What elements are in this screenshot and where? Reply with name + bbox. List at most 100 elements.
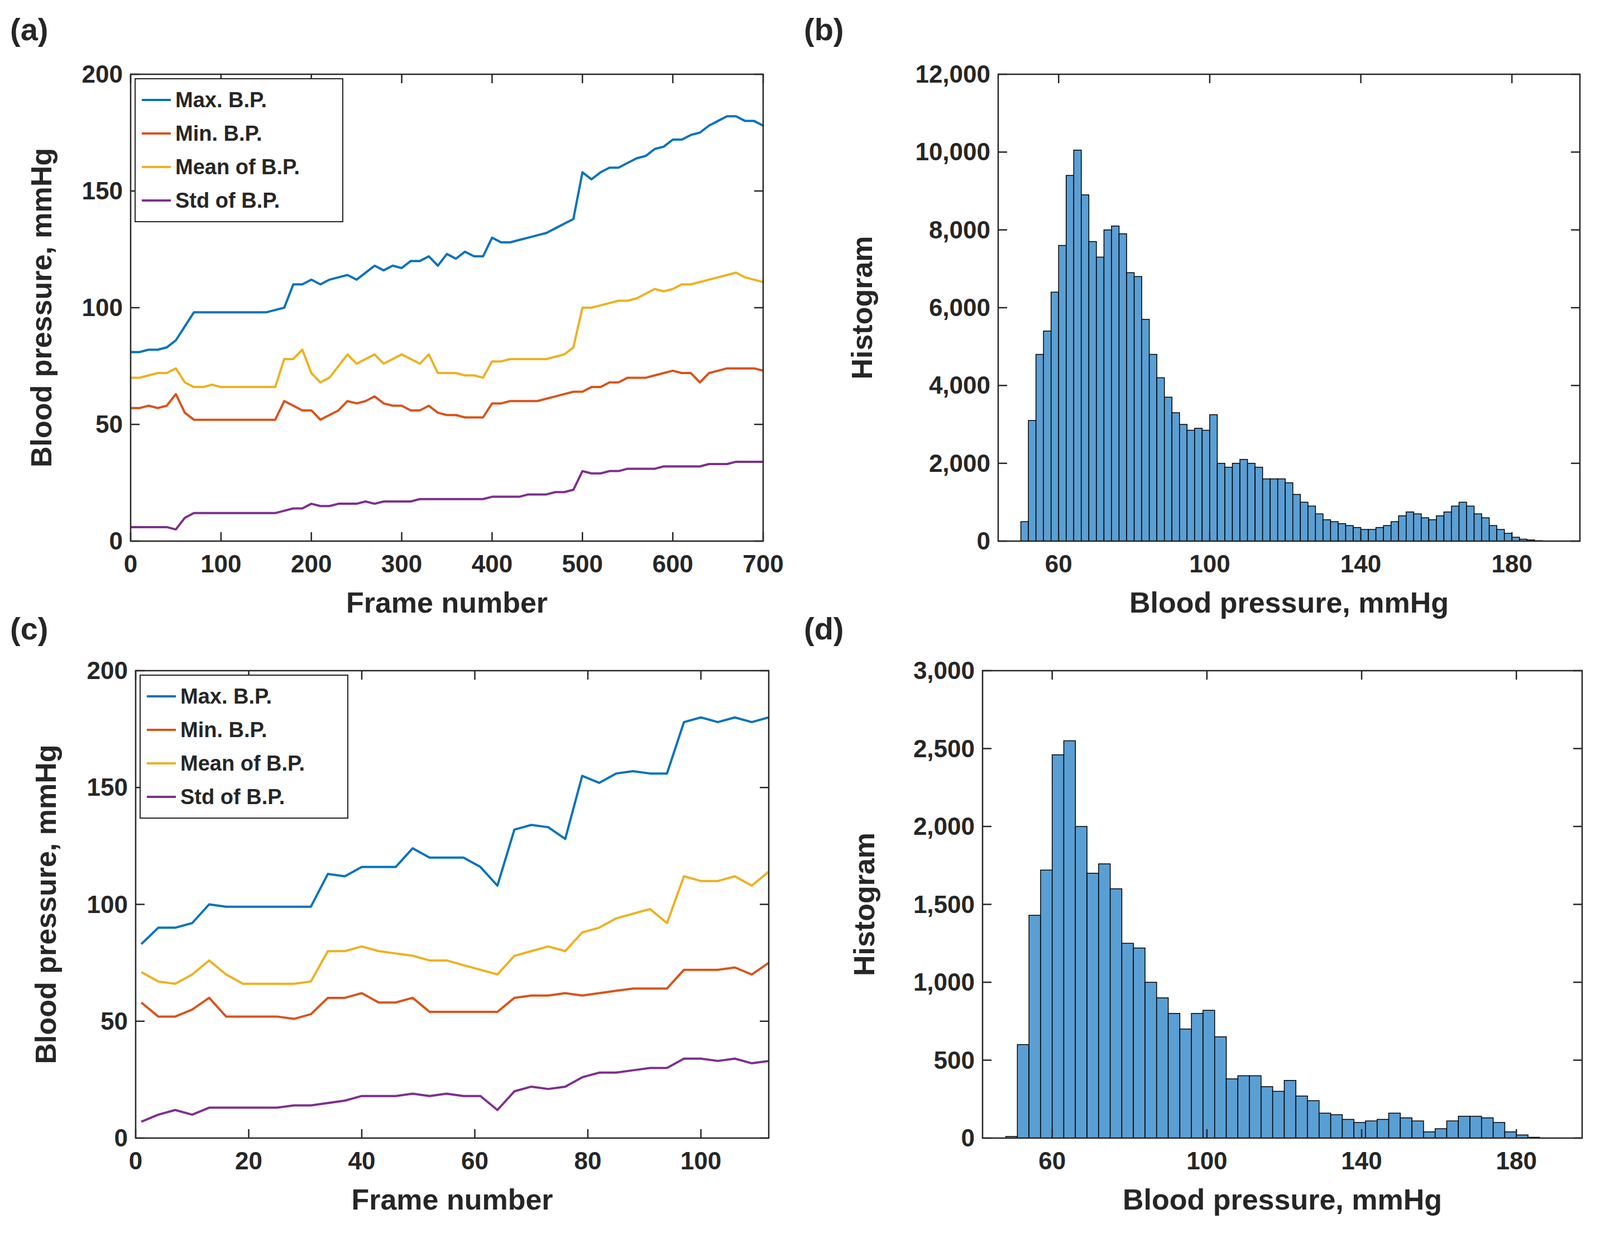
x-tick-label: 100 <box>200 549 242 578</box>
x-tick-label: 100 <box>1186 1146 1228 1175</box>
histogram-bar <box>1428 519 1437 541</box>
x-tick-label: 100 <box>680 1146 722 1175</box>
histogram-bar <box>1383 525 1392 541</box>
x-tick <box>672 532 674 541</box>
legend-swatch <box>141 132 171 135</box>
x-tick-label: 600 <box>652 549 693 578</box>
x-tick <box>220 532 223 541</box>
histogram-bar <box>1300 501 1309 541</box>
x-tick-label: 80 <box>574 1146 602 1175</box>
histogram-bar <box>1345 525 1354 541</box>
histogram-bar <box>1179 1028 1192 1138</box>
histogram-bar <box>1496 529 1505 541</box>
histogram-bar <box>1058 245 1067 541</box>
panel: (a)0100200300400500600700050100150200Fra… <box>10 11 784 619</box>
y-tick-label: 3,000 <box>913 656 975 684</box>
legend-swatch <box>146 795 176 798</box>
legend-swatch <box>146 695 176 698</box>
histogram-bar <box>1226 1078 1239 1138</box>
histogram-bar <box>1315 513 1324 541</box>
x-tick <box>1057 74 1060 84</box>
histogram-bar <box>1145 981 1157 1138</box>
x-axis-label: Frame number <box>346 586 548 619</box>
x-tick <box>700 670 702 680</box>
histogram-bar <box>1134 276 1143 541</box>
axes-frame <box>135 670 769 1138</box>
histogram-bar <box>1398 515 1407 541</box>
x-tick <box>473 670 476 680</box>
x-tick <box>700 1128 702 1138</box>
histogram-bar <box>1368 529 1377 541</box>
y-tick <box>754 190 764 193</box>
histogram-bar <box>1149 354 1158 541</box>
histogram-bar <box>1458 501 1467 541</box>
x-tick <box>1511 74 1513 84</box>
plot-data <box>1006 740 1540 1138</box>
plot-data <box>130 116 764 530</box>
axes-frame <box>982 670 1583 1138</box>
x-tick <box>400 532 403 541</box>
y-axis-label: Histogram <box>848 832 881 976</box>
x-tick-label: 140 <box>1340 549 1382 578</box>
x-axis-label: Blood pressure, mmHg <box>1129 586 1449 619</box>
y-tick <box>1573 747 1583 750</box>
histogram-bar <box>1066 175 1075 541</box>
x-tick <box>581 74 584 84</box>
y-tick-label: 100 <box>87 890 128 918</box>
histogram-bar <box>1466 505 1475 541</box>
x-tick <box>135 670 137 680</box>
y-tick <box>982 903 992 905</box>
x-axis-label: Frame number <box>351 1182 553 1216</box>
histogram-bar <box>1209 414 1218 541</box>
histogram-bar <box>1307 1100 1320 1138</box>
legend: Max. B.P.Min. B.P.Mean of B.P.Std of B.P… <box>140 674 348 818</box>
histogram-bar <box>1186 429 1195 541</box>
y-tick-label: 4,000 <box>928 371 991 399</box>
histogram-bar <box>1308 505 1316 541</box>
x-tick <box>1051 1128 1053 1138</box>
histogram-bar <box>1254 467 1263 541</box>
x-tick-label: 20 <box>235 1146 263 1175</box>
x-tick-label: 0 <box>123 549 138 578</box>
y-tick <box>982 1059 992 1061</box>
histogram-bar <box>1052 754 1065 1138</box>
series-line <box>141 717 769 945</box>
y-tick <box>130 540 140 543</box>
x-tick <box>1209 74 1211 84</box>
histogram-bar <box>1489 525 1498 541</box>
y-tick-label: 0 <box>114 1123 128 1152</box>
x-tick-label: 180 <box>1495 1146 1537 1175</box>
histogram-bar <box>1239 459 1248 541</box>
histogram-bar <box>1474 513 1483 541</box>
y-tick <box>998 151 1008 153</box>
y-tick-label: 200 <box>82 60 123 88</box>
histogram-bar <box>1133 947 1146 1138</box>
histogram-bar <box>1028 915 1041 1138</box>
histogram-bar <box>1504 533 1513 541</box>
axes-frame <box>130 74 764 541</box>
y-tick <box>998 307 1008 309</box>
histogram-bar <box>1156 377 1165 541</box>
x-tick <box>1051 670 1053 680</box>
y-tick <box>130 423 140 426</box>
legend-box <box>140 674 348 818</box>
y-tick <box>759 786 769 789</box>
histogram-bar <box>1338 523 1346 541</box>
y-tick <box>982 669 992 672</box>
histogram-bar <box>1400 1117 1412 1138</box>
y-tick-label: 50 <box>100 1007 128 1035</box>
histogram-bar <box>1017 1044 1029 1138</box>
y-tick <box>1570 307 1580 309</box>
x-tick <box>581 532 584 541</box>
histogram-bar <box>1156 997 1169 1138</box>
y-axis-label: Blood pressure, mmHg <box>25 147 58 468</box>
legend-label: Std of B.P. <box>175 188 280 213</box>
histogram-bar <box>1284 1080 1296 1138</box>
histogram-bar <box>1191 1013 1204 1138</box>
y-tick <box>135 903 145 905</box>
panel: (c)020406080100050100150200Frame numberB… <box>10 610 769 1216</box>
x-tick <box>1209 532 1211 541</box>
x-tick <box>587 1128 589 1138</box>
histogram-bar <box>1040 869 1053 1138</box>
legend-label: Mean of B.P. <box>180 751 305 775</box>
